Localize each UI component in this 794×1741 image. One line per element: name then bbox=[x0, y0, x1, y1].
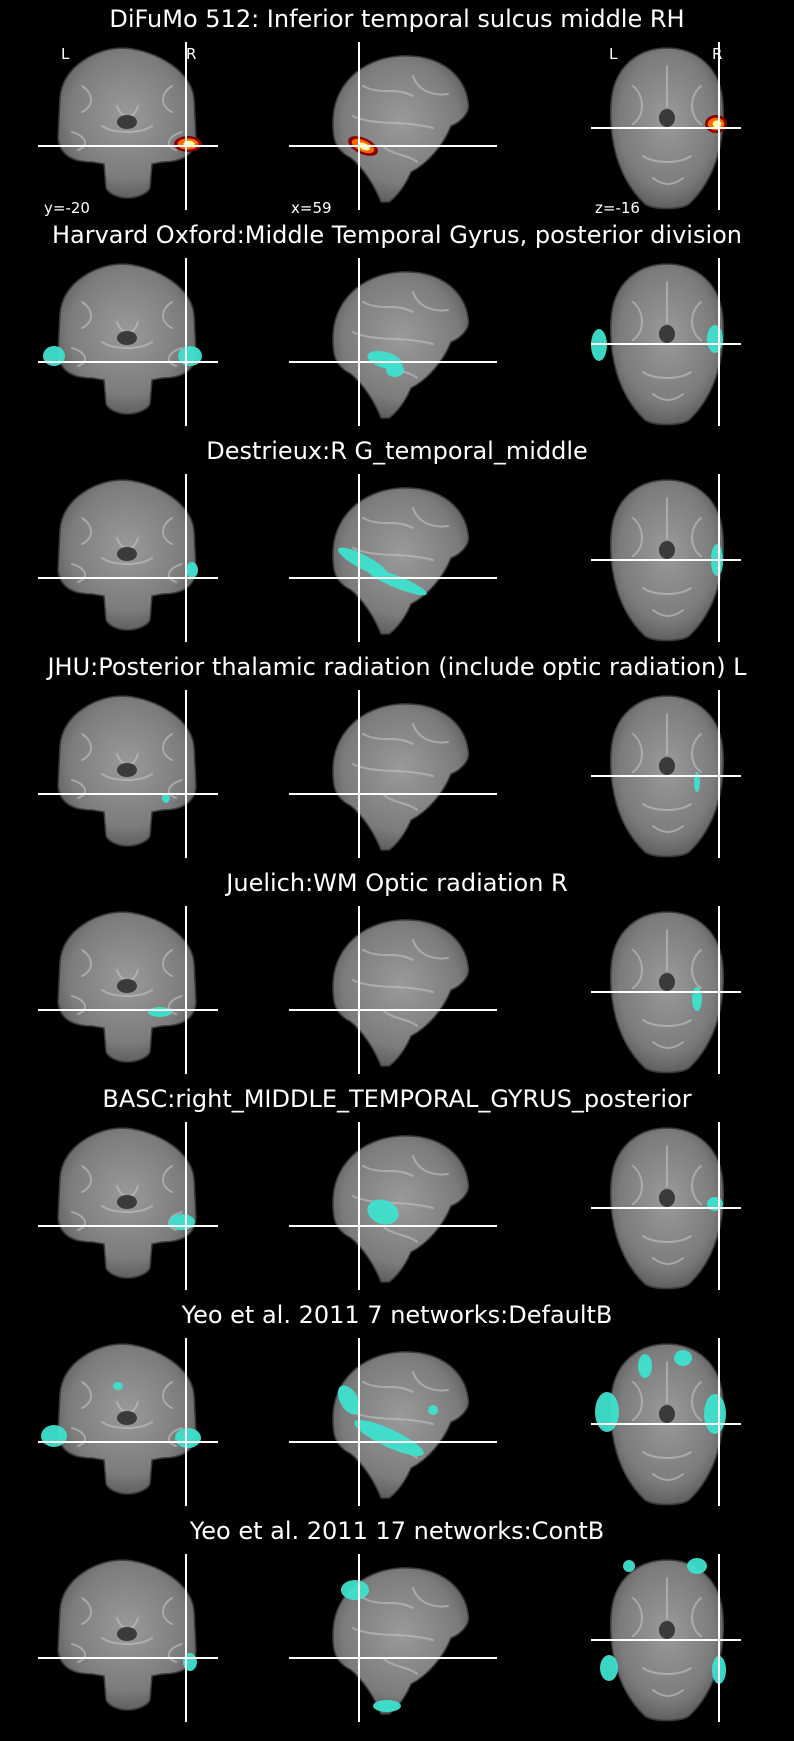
panel-title: JHU:Posterior thalamic radiation (includ… bbox=[0, 650, 794, 684]
ventricle bbox=[117, 115, 137, 129]
ventricle bbox=[659, 757, 675, 775]
brain-slice bbox=[333, 272, 469, 418]
atlas-panel: Yeo et al. 2011 7 networks:DefaultB bbox=[0, 1296, 794, 1512]
brain-slice bbox=[333, 1136, 469, 1282]
axial-view bbox=[591, 688, 741, 858]
axial-view bbox=[591, 256, 741, 426]
sagittal-view bbox=[287, 1552, 497, 1722]
axial-view bbox=[591, 904, 741, 1074]
ventricle bbox=[659, 1621, 675, 1639]
atlas-panel: DiFuMo 512: Inferior temporal sulcus mid… bbox=[0, 0, 794, 216]
axial-view bbox=[591, 1120, 741, 1290]
ventricle bbox=[117, 1195, 137, 1209]
atlas-region bbox=[600, 1655, 618, 1681]
ventricle bbox=[117, 763, 137, 777]
atlas-region bbox=[687, 1558, 707, 1574]
sagittal-view bbox=[287, 688, 497, 858]
sagittal-coordinate-label: x=59 bbox=[291, 199, 332, 217]
atlas-panel: Destrieux:R G_temporal_middle bbox=[0, 432, 794, 648]
orientation-left-label: L bbox=[609, 45, 617, 63]
atlas-region bbox=[674, 1350, 692, 1366]
coronal-view bbox=[38, 40, 218, 210]
coronal-view bbox=[38, 1120, 218, 1290]
sagittal-view bbox=[287, 1120, 497, 1290]
brain-slice bbox=[333, 1352, 469, 1498]
atlas-region bbox=[595, 1392, 619, 1432]
ventricle bbox=[117, 979, 137, 993]
ventricle bbox=[659, 109, 675, 127]
coronal-view bbox=[38, 688, 218, 858]
axial-view bbox=[591, 40, 741, 210]
atlas-region bbox=[428, 1405, 438, 1415]
orientation-right-label: R bbox=[186, 45, 196, 63]
atlas-panel: JHU:Posterior thalamic radiation (includ… bbox=[0, 648, 794, 864]
axial-view bbox=[591, 472, 741, 642]
atlas-panel: Harvard Oxford:Middle Temporal Gyrus, po… bbox=[0, 216, 794, 432]
sagittal-view bbox=[287, 1336, 497, 1506]
sagittal-view bbox=[287, 904, 497, 1074]
atlas-region bbox=[373, 1700, 401, 1712]
panel-title: Harvard Oxford:Middle Temporal Gyrus, po… bbox=[0, 218, 794, 252]
orientation-right-label: R bbox=[712, 45, 722, 63]
ventricle bbox=[659, 1189, 675, 1207]
brain-slice bbox=[333, 704, 469, 850]
atlas-region bbox=[341, 1580, 369, 1600]
atlas-region bbox=[692, 987, 702, 1011]
brain-slice bbox=[333, 56, 469, 202]
ventricle bbox=[659, 1405, 675, 1423]
atlas-region bbox=[638, 1354, 652, 1378]
ventricle bbox=[117, 1411, 137, 1425]
ventricle bbox=[117, 1627, 137, 1641]
sagittal-view bbox=[287, 40, 497, 210]
atlas-region bbox=[186, 562, 198, 578]
coronal-view bbox=[38, 1336, 218, 1506]
atlas-region bbox=[148, 1007, 172, 1017]
sagittal-view bbox=[287, 256, 497, 426]
atlas-region bbox=[169, 1214, 195, 1230]
ventricle bbox=[117, 547, 137, 561]
panel-title: Yeo et al. 2011 17 networks:ContB bbox=[0, 1514, 794, 1548]
atlas-region bbox=[623, 1560, 635, 1572]
atlas-region bbox=[113, 1382, 123, 1390]
axial-coordinate-label: z=-16 bbox=[595, 199, 640, 217]
axial-view bbox=[591, 1336, 741, 1506]
coronal-view bbox=[38, 1552, 218, 1722]
atlas-region bbox=[704, 1394, 726, 1434]
panel-title: BASC:right_MIDDLE_TEMPORAL_GYRUS_posteri… bbox=[0, 1082, 794, 1116]
atlas-panel: BASC:right_MIDDLE_TEMPORAL_GYRUS_posteri… bbox=[0, 1080, 794, 1296]
axial-view bbox=[591, 1552, 741, 1722]
atlas-region bbox=[175, 1428, 201, 1448]
ventricle bbox=[659, 973, 675, 991]
coronal-view bbox=[38, 256, 218, 426]
atlas-region bbox=[707, 325, 723, 353]
ventricle bbox=[659, 541, 675, 559]
brain-slice bbox=[333, 920, 469, 1066]
panel-title: Juelich:WM Optic radiation R bbox=[0, 866, 794, 900]
ventricle bbox=[659, 325, 675, 343]
sagittal-view bbox=[287, 472, 497, 642]
panel-title: Yeo et al. 2011 7 networks:DefaultB bbox=[0, 1298, 794, 1332]
atlas-panel: Juelich:WM Optic radiation R bbox=[0, 864, 794, 1080]
coronal-view bbox=[38, 472, 218, 642]
panel-title: Destrieux:R G_temporal_middle bbox=[0, 434, 794, 468]
ventricle bbox=[117, 331, 137, 345]
panel-title: DiFuMo 512: Inferior temporal sulcus mid… bbox=[0, 2, 794, 36]
orientation-left-label: L bbox=[61, 45, 69, 63]
atlas-panel: Yeo et al. 2011 17 networks:ContB bbox=[0, 1512, 794, 1728]
atlas-region bbox=[41, 1425, 67, 1447]
coronal-coordinate-label: y=-20 bbox=[44, 199, 90, 217]
atlas-region bbox=[386, 363, 404, 377]
activation-blob bbox=[713, 120, 722, 127]
coronal-view bbox=[38, 904, 218, 1074]
